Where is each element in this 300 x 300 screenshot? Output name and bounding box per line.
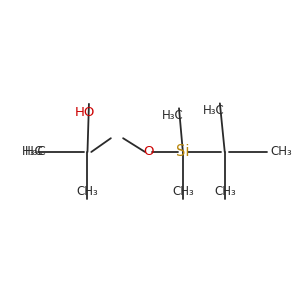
Text: H₃C: H₃C <box>162 109 184 122</box>
Text: H₃C: H₃C <box>25 146 47 158</box>
Text: CH₃: CH₃ <box>271 146 292 158</box>
Text: H₃C: H₃C <box>203 104 225 117</box>
Text: H₃C: H₃C <box>22 146 44 158</box>
Text: CH₃: CH₃ <box>214 185 236 198</box>
Text: Si: Si <box>176 145 190 160</box>
Text: CH₃: CH₃ <box>76 185 98 198</box>
Text: O: O <box>144 146 154 158</box>
Text: HO: HO <box>74 106 95 119</box>
Text: CH₃: CH₃ <box>172 185 194 198</box>
